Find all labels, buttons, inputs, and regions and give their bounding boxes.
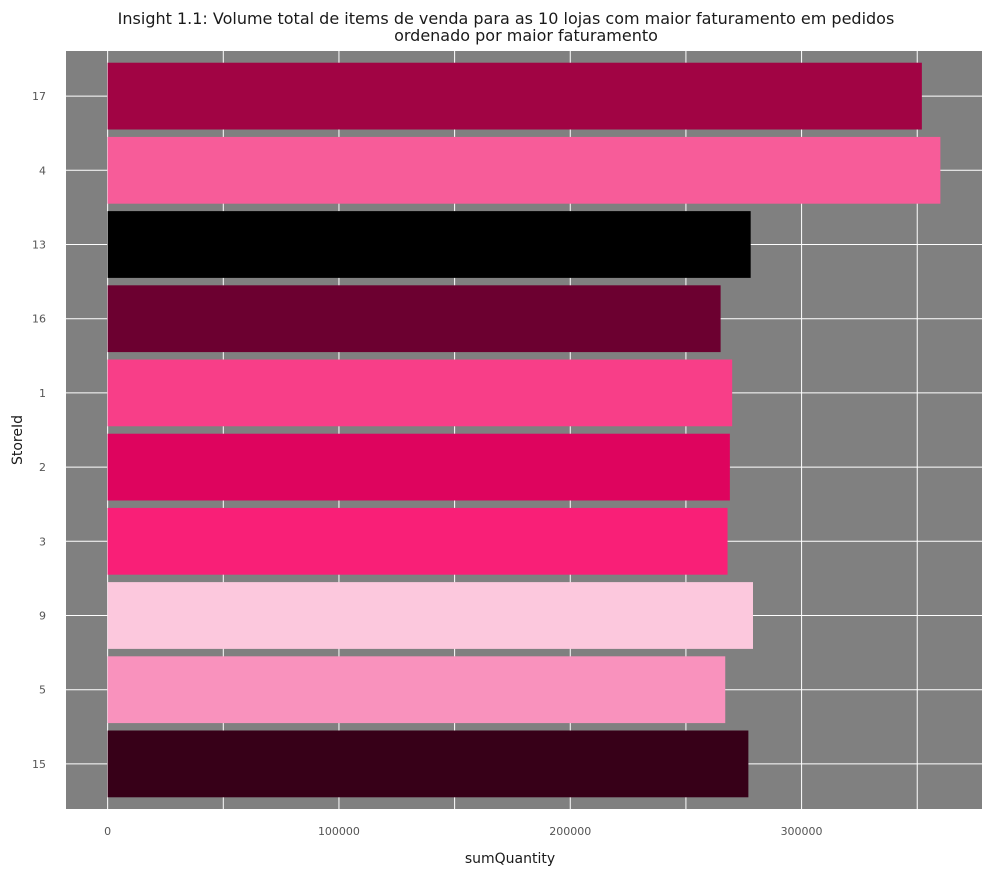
y-tick-label: 16 [32,313,46,326]
x-tick-label: 100000 [318,825,360,838]
y-tick-label: 3 [39,535,46,548]
bar-store-13 [107,211,751,278]
bar-store-4 [107,136,941,204]
bar-store-1 [107,359,733,427]
x-tick-label: 300000 [781,825,823,838]
bars [107,62,941,798]
y-tick-label: 9 [39,610,46,623]
bar-store-9 [107,582,754,649]
y-axis-label: StoreId [10,415,26,465]
bar-store-17 [107,62,922,130]
x-axis-label: sumQuantity [465,851,555,867]
bar-store-15 [107,730,749,798]
x-tick-label: 200000 [549,825,591,838]
y-tick-label: 15 [32,758,46,771]
y-tick-label: 13 [32,239,46,252]
bar-store-3 [107,507,728,575]
y-tick-label: 4 [39,164,46,177]
chart-title-line-2: ordenado por maior faturamento [394,26,658,45]
y-tick-label: 17 [32,90,46,103]
x-tick-labels: 0 100000 200000 300000 [104,825,822,838]
bar-store-5 [107,656,726,724]
bar-store-16 [107,285,721,353]
x-tick-label: 0 [104,825,111,838]
y-tick-label: 5 [39,684,46,697]
bar-store-2 [107,433,730,501]
y-tick-label: 2 [39,461,46,474]
chart-title-line-1: Insight 1.1: Volume total de items de ve… [118,9,895,28]
y-tick-label: 1 [39,387,46,400]
y-tick-labels: 17 4 13 16 1 2 3 9 5 15 [32,90,46,771]
